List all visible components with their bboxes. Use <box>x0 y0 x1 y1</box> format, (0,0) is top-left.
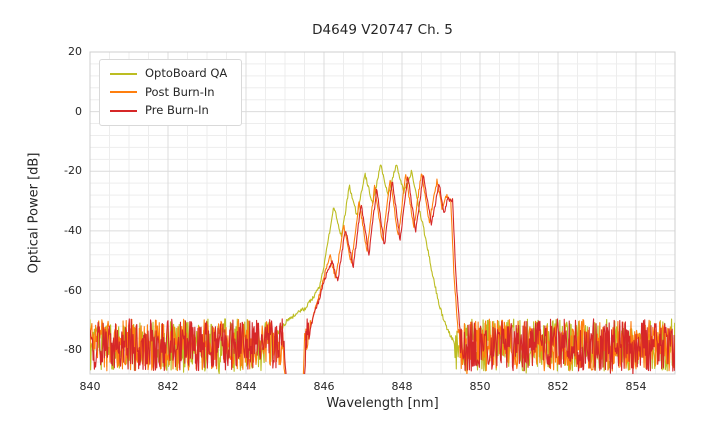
chart-title: D4649 V20747 Ch. 5 <box>312 22 453 38</box>
x-tick-label: 850 <box>469 380 491 393</box>
y-tick-label: -20 <box>64 164 82 178</box>
legend: OptoBoard QA Post Burn-In Pre Burn-In <box>99 59 243 126</box>
legend-line-swatch <box>110 91 137 94</box>
x-tick-label: 854 <box>625 380 647 393</box>
legend-line-swatch <box>110 72 137 75</box>
y-tick-label: 0 <box>75 104 82 118</box>
legend-label: Pre Burn-In <box>145 103 209 117</box>
x-axis-label: Wavelength [nm] <box>326 396 439 411</box>
legend-line-swatch <box>110 109 137 112</box>
y-tick-label: -60 <box>64 283 82 297</box>
legend-label: Post Burn-In <box>145 84 215 99</box>
x-tick-label: 848 <box>391 380 413 393</box>
x-tick-label: 840 <box>79 380 101 393</box>
legend-label: OptoBoard QA <box>145 66 228 80</box>
legend-item: OptoBoard QA <box>110 66 228 80</box>
x-tick-label: 844 <box>235 380 257 393</box>
x-tick-label: 842 <box>157 380 179 393</box>
x-tick-label: 852 <box>547 380 569 393</box>
y-tick-label: 20 <box>68 45 82 58</box>
y-axis-label: Optical Power [dB] <box>26 152 42 274</box>
y-tick-label: -40 <box>64 223 82 237</box>
x-tick-label: 846 <box>313 380 335 393</box>
legend-item: Post Burn-In <box>110 84 227 99</box>
y-tick-label: -80 <box>64 343 82 357</box>
legend-item: Pre Burn-In <box>110 103 227 117</box>
